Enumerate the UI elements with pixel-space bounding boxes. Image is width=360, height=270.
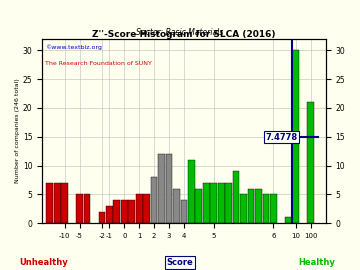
- Bar: [240, 194, 247, 223]
- Bar: [143, 194, 150, 223]
- Bar: [46, 183, 53, 223]
- Bar: [233, 171, 239, 223]
- Text: ©www.textbiz.org: ©www.textbiz.org: [45, 44, 102, 50]
- Bar: [270, 194, 277, 223]
- Text: Healthy: Healthy: [298, 258, 335, 266]
- Bar: [210, 183, 217, 223]
- Bar: [248, 188, 254, 223]
- Y-axis label: Number of companies (246 total): Number of companies (246 total): [15, 79, 20, 183]
- Bar: [151, 177, 157, 223]
- Bar: [84, 194, 90, 223]
- Bar: [76, 194, 83, 223]
- Bar: [99, 212, 105, 223]
- Bar: [225, 183, 232, 223]
- Text: Sector: Basic Materials: Sector: Basic Materials: [136, 28, 224, 37]
- Text: 7.4778: 7.4778: [266, 133, 298, 141]
- Bar: [262, 194, 269, 223]
- Bar: [188, 160, 195, 223]
- Bar: [292, 50, 299, 223]
- Bar: [106, 206, 113, 223]
- Bar: [173, 188, 180, 223]
- Text: Score: Score: [167, 258, 193, 266]
- Bar: [180, 200, 187, 223]
- Bar: [121, 200, 127, 223]
- Bar: [136, 194, 143, 223]
- Bar: [195, 188, 202, 223]
- Bar: [129, 200, 135, 223]
- Text: The Research Foundation of SUNY: The Research Foundation of SUNY: [45, 61, 152, 66]
- Bar: [158, 154, 165, 223]
- Bar: [61, 183, 68, 223]
- Title: Z''-Score Histogram for SLCA (2016): Z''-Score Histogram for SLCA (2016): [92, 30, 276, 39]
- Bar: [307, 102, 314, 223]
- Bar: [285, 217, 292, 223]
- Bar: [255, 188, 262, 223]
- Bar: [54, 183, 60, 223]
- Bar: [218, 183, 225, 223]
- Bar: [113, 200, 120, 223]
- Bar: [203, 183, 210, 223]
- Text: Unhealthy: Unhealthy: [19, 258, 68, 266]
- Bar: [166, 154, 172, 223]
